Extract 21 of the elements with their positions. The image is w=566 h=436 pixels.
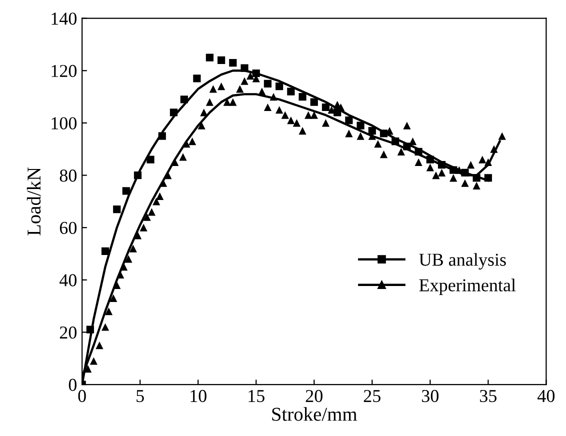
x-tick-label: 15 [248,390,264,402]
y-tick-label: 60 [60,222,77,234]
x-tick-label: 10 [190,390,206,402]
x-tick-label: 40 [538,390,555,402]
y-tick-label: 0 [68,378,77,391]
x-tick-label: 20 [306,390,322,402]
y-tick-label: 40 [60,274,77,286]
y-tick-label: 100 [52,117,77,130]
x-tick-label: 35 [480,390,496,402]
x-tick-label: 5 [136,390,144,402]
y-tick-label: 120 [52,64,77,78]
x-tick-label: 0 [78,390,86,402]
y-axis-title: Load/kN [26,167,41,236]
x-tick-label: 25 [364,390,380,402]
legend-label: Experimental [419,278,516,296]
y-tick-label: 20 [60,326,77,339]
y-tick-label: 140 [52,12,77,25]
x-tick-label: 30 [422,390,438,402]
y-tick-label: 80 [60,170,77,182]
x-axis-title: Stroke/mm [272,407,358,421]
legend-label: UB analysis [419,253,506,270]
